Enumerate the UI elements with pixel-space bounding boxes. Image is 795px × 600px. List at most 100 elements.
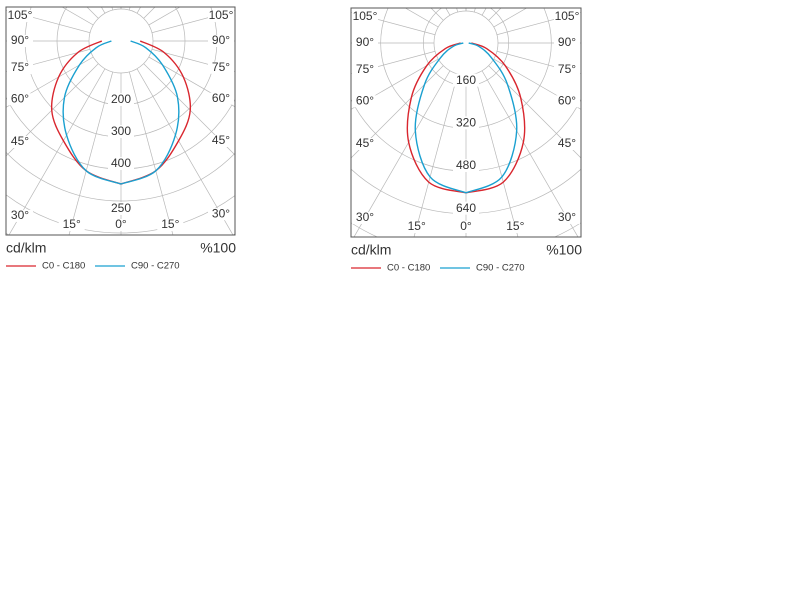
- angle-ray: [465, 8, 528, 44]
- outer-ring: [0, 0, 377, 297]
- label-bg: [453, 201, 479, 215]
- outer-ring: [6, 151, 235, 202]
- angle-tick-label: 30°: [11, 208, 29, 222]
- angle-ray: [351, 42, 467, 159]
- angle-tick-label: 105°: [209, 8, 234, 22]
- legend-label: C90 - C270: [476, 263, 525, 274]
- radial-tick-label: 160: [456, 73, 476, 87]
- angle-tick-label: 45°: [558, 136, 576, 150]
- label-bg: [208, 10, 234, 22]
- label-bg: [7, 93, 33, 106]
- angle-tick-label: 105°: [353, 9, 378, 23]
- angle-tick-label: 30°: [212, 206, 230, 220]
- angle-tick-label: 75°: [558, 62, 576, 76]
- label-bg: [352, 95, 378, 108]
- angle-ray: [120, 7, 181, 42]
- label-bg: [108, 125, 134, 138]
- angle-ray: [465, 42, 581, 159]
- radial-unit: cd/klm: [351, 242, 391, 258]
- angle-tick-label: 75°: [212, 60, 230, 74]
- angle-tick-label: 60°: [558, 93, 576, 107]
- angle-tick-label: 90°: [356, 35, 374, 49]
- outer-ring: [6, 194, 235, 234]
- label-bg: [453, 73, 479, 87]
- label-bg: [352, 64, 378, 77]
- label-bg: [554, 64, 580, 77]
- angle-tick-label: 15°: [506, 219, 524, 233]
- angle-tick-label: 105°: [8, 8, 33, 22]
- angle-ray: [6, 40, 122, 73]
- label-bg: [208, 135, 234, 147]
- angle-tick-label: 45°: [11, 134, 29, 148]
- label-bg: [58, 219, 85, 231]
- scale-label: %100: [546, 242, 582, 258]
- label-bg: [108, 157, 134, 170]
- angle-ray: [6, 40, 122, 157]
- radial-tick-label: 200: [111, 92, 131, 106]
- angle-ray: [120, 40, 235, 108]
- legend-label: C90 - C270: [131, 261, 180, 272]
- polar-chart: 200 300 400 250 0° 15° 15° 30° 30° 45° 45° 60° 60° 75…: [0, 0, 377, 297]
- scale-note: 250: [111, 201, 131, 215]
- angle-tick-label: 0°: [460, 219, 472, 233]
- angle-tick-label: 90°: [11, 33, 29, 47]
- legend-label: C0 - C180: [387, 263, 430, 274]
- luminaire-circle: [433, 10, 499, 76]
- angle-ray: [404, 8, 467, 44]
- plot-area: [0, 0, 377, 297]
- angle-tick-label: 30°: [558, 210, 576, 224]
- label-bg: [453, 116, 479, 130]
- angle-ray: [120, 40, 235, 156]
- angle-tick-label: 75°: [356, 62, 374, 76]
- intensity-curve: [465, 42, 526, 194]
- scale-label: %100: [200, 240, 236, 256]
- angle-ray: [465, 11, 581, 44]
- radial-tick-label: 640: [456, 201, 476, 215]
- label-bg: [352, 138, 378, 150]
- label-bg: [7, 35, 33, 47]
- angle-ray: [413, 42, 467, 237]
- label-bg: [453, 221, 479, 233]
- angle-ray: [6, 40, 122, 108]
- angle-tick-label: 60°: [356, 93, 374, 107]
- radial-tick-label: 300: [111, 124, 131, 138]
- angle-tick-label: 75°: [11, 60, 29, 74]
- angle-ray: [351, 42, 467, 110]
- label-bg: [208, 208, 234, 221]
- radial-tick-label: 400: [111, 156, 131, 170]
- label-bg: [352, 11, 378, 23]
- radial-unit: cd/klm: [6, 240, 46, 256]
- angle-tick-label: 60°: [212, 91, 230, 105]
- angle-tick-label: 60°: [11, 91, 29, 105]
- angle-tick-label: 45°: [212, 133, 230, 147]
- label-bg: [554, 95, 580, 108]
- label-bg: [352, 37, 378, 49]
- angle-tick-label: 15°: [161, 217, 179, 231]
- label-bg: [554, 37, 580, 49]
- label-bg: [554, 211, 580, 224]
- angle-ray: [6, 9, 122, 42]
- angle-ray: [465, 42, 519, 237]
- label-bg: [108, 202, 134, 215]
- angle-tick-label: 105°: [555, 9, 580, 23]
- plot-frame: [5, 6, 236, 236]
- label-bg: [502, 221, 529, 233]
- label-bg: [554, 11, 580, 23]
- label-bg: [554, 138, 580, 150]
- plot-frame: [350, 7, 582, 238]
- intensity-curve: [406, 42, 467, 194]
- angle-ray: [351, 42, 467, 75]
- intensity-curve: [62, 40, 122, 185]
- label-bg: [7, 10, 33, 22]
- intensity-curve: [465, 42, 518, 194]
- label-bg: [208, 61, 234, 74]
- label-bg: [208, 35, 234, 47]
- angle-tick-label: 15°: [63, 217, 81, 231]
- angle-ray: [465, 42, 581, 110]
- label-bg: [403, 221, 430, 233]
- label-bg: [7, 62, 33, 75]
- angle-tick-label: 90°: [558, 35, 576, 49]
- angle-ray: [68, 40, 122, 235]
- label-bg: [108, 219, 134, 231]
